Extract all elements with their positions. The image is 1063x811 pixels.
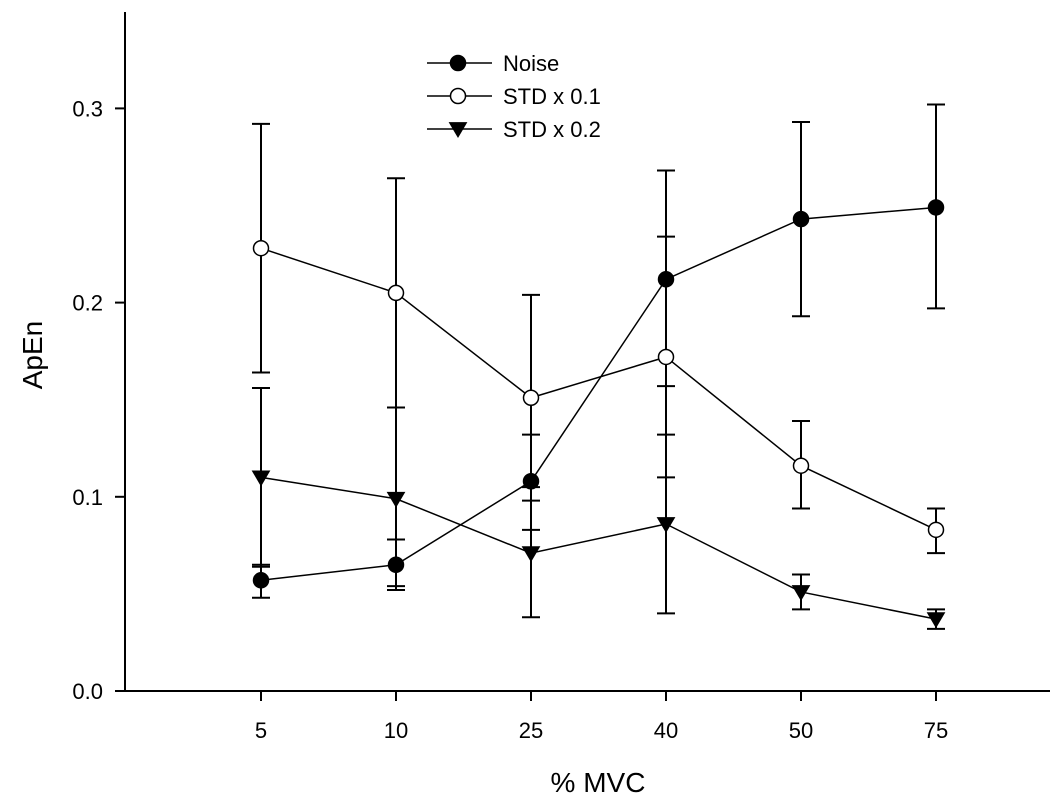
x-tick-label: 75 bbox=[924, 718, 948, 743]
data-point bbox=[386, 491, 406, 508]
data-point bbox=[791, 585, 811, 602]
legend-item: STD x 0.1 bbox=[427, 84, 601, 109]
data-point bbox=[521, 546, 541, 563]
legend-marker bbox=[449, 54, 467, 72]
x-axis-title: % MVC bbox=[551, 767, 646, 798]
y-tick-label: 0.1 bbox=[72, 485, 103, 510]
data-point bbox=[522, 389, 540, 407]
series-line bbox=[260, 476, 937, 620]
data-point bbox=[927, 199, 945, 216]
x-tick-label: 25 bbox=[519, 718, 543, 743]
series-0 bbox=[252, 103, 945, 599]
axes bbox=[124, 12, 1050, 692]
x-tick-label: 5 bbox=[255, 718, 267, 743]
series-line bbox=[260, 206, 937, 582]
series-2 bbox=[251, 387, 946, 630]
legend-label: STD x 0.1 bbox=[503, 84, 601, 109]
y-tick-label: 0.3 bbox=[72, 96, 103, 121]
series-1 bbox=[252, 122, 945, 555]
data-point bbox=[657, 348, 675, 366]
x-tick-label: 10 bbox=[384, 718, 408, 743]
tick-labels: 0.0 0.1 0.2 0.3 5 10 25 40 50 75 bbox=[72, 96, 948, 743]
ticks bbox=[115, 107, 937, 701]
series-line bbox=[260, 247, 937, 531]
data-point bbox=[252, 572, 270, 589]
legend: Noise STD x 0.1 STD x 0.2 bbox=[427, 51, 601, 142]
data-point bbox=[792, 457, 810, 474]
data-point bbox=[656, 517, 676, 534]
y-tick-label: 0.0 bbox=[72, 679, 103, 704]
x-tick-label: 40 bbox=[654, 718, 678, 743]
legend-marker bbox=[448, 122, 468, 139]
data-point bbox=[251, 470, 271, 487]
legend-item: STD x 0.2 bbox=[427, 117, 601, 142]
legend-label: Noise bbox=[503, 51, 559, 76]
series-layer bbox=[251, 103, 946, 630]
data-point bbox=[926, 612, 946, 629]
data-point bbox=[792, 210, 810, 228]
y-tick-label: 0.2 bbox=[72, 291, 103, 316]
legend-item: Noise bbox=[427, 51, 559, 76]
data-point bbox=[387, 284, 405, 302]
data-point bbox=[927, 521, 945, 539]
x-tick-label: 50 bbox=[789, 718, 813, 743]
legend-label: STD x 0.2 bbox=[503, 117, 601, 142]
y-axis-title: ApEn bbox=[17, 321, 48, 390]
data-point bbox=[252, 239, 270, 257]
legend-marker bbox=[449, 87, 467, 105]
